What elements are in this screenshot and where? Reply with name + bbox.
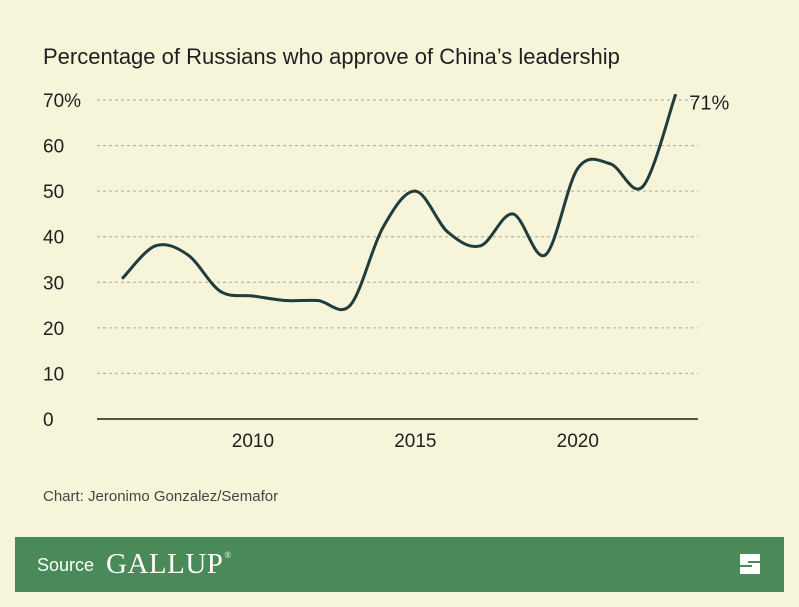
y-tick-label: 20 <box>43 319 64 340</box>
y-axis-ticks: 0 10 20 30 40 50 60 70% <box>43 91 81 431</box>
x-axis-ticks: 2010 2015 2020 <box>232 431 599 452</box>
gallup-logo: GALLUP® <box>106 548 232 581</box>
data-point <box>511 212 515 216</box>
x-tick-label: 2015 <box>394 431 436 452</box>
data-point <box>673 93 677 97</box>
gridlines <box>97 99 698 374</box>
y-tick-label: 40 <box>43 228 64 249</box>
y-tick-label: 70% <box>43 91 81 112</box>
source-bar: Source GALLUP® <box>15 537 784 592</box>
y-tick-label: 30 <box>43 273 64 294</box>
data-point <box>316 299 320 303</box>
data-point <box>641 185 645 189</box>
y-tick-label: 0 <box>43 410 54 431</box>
data-point <box>251 294 255 298</box>
gallup-logo-text: GALLUP <box>106 548 224 580</box>
data-point <box>283 299 287 303</box>
end-value-label: 71% <box>689 92 729 114</box>
registered-mark: ® <box>224 550 232 560</box>
data-points <box>121 93 677 307</box>
data-point <box>153 244 157 248</box>
data-point <box>381 226 385 230</box>
data-point <box>348 303 352 307</box>
chart-title: Percentage of Russians who approve of Ch… <box>43 44 620 69</box>
data-point <box>218 289 222 293</box>
data-point <box>121 276 125 280</box>
data-point <box>478 244 482 248</box>
data-point <box>543 253 547 257</box>
data-point <box>576 166 580 170</box>
y-tick-label: 10 <box>43 364 64 385</box>
x-tick-label: 2020 <box>557 431 599 452</box>
chart-credit: Chart: Jeronimo Gonzalez/Semafor <box>43 488 279 505</box>
x-tick-label: 2010 <box>232 431 274 452</box>
line-chart: 0 10 20 30 40 50 60 70% 2010 2015 2020 71% <box>43 91 730 452</box>
data-point <box>413 189 417 193</box>
source-label: Source <box>37 555 95 575</box>
data-point <box>608 162 612 166</box>
y-tick-label: 50 <box>43 182 64 203</box>
semafor-logo-icon <box>740 554 760 574</box>
data-point <box>446 230 450 234</box>
y-tick-label: 60 <box>43 137 64 158</box>
series-line <box>121 93 677 312</box>
data-point <box>186 253 190 257</box>
